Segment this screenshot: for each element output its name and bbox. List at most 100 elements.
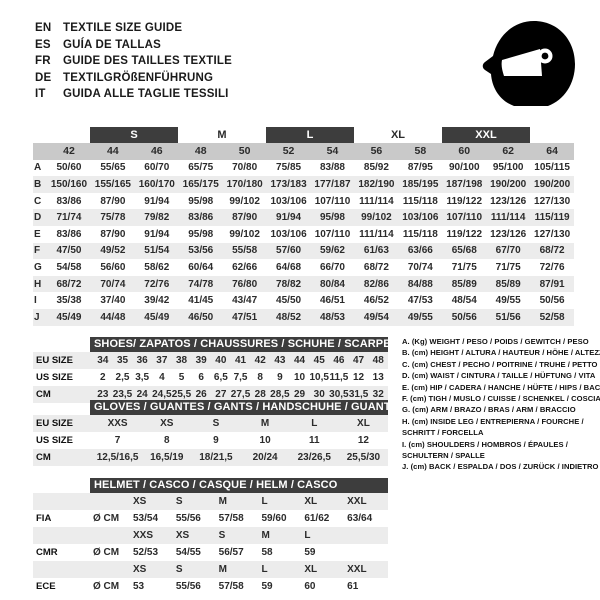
row-label: CM — [36, 452, 51, 463]
row-values: 12,5/16,5 16,5/19 18/21,5 20/24 23/26,5 25,5/… — [93, 449, 388, 466]
size-cell: 18/21,5 — [199, 452, 233, 463]
helmet-size-cell: M — [218, 564, 227, 575]
helmet-measurement-cell: 55/56 — [175, 581, 201, 592]
row-label: US SIZE — [36, 372, 73, 383]
measurement-cell: 68/72 — [539, 245, 565, 257]
helmet-measurement-cell: 59 — [304, 547, 316, 558]
size-cell: 28 — [254, 389, 266, 400]
size-cell: 6 — [198, 372, 204, 383]
measurement-cell: 103/106 — [270, 195, 307, 207]
row-values: 34 35 36 37 38 39 40 41 42 43 44 45 46 47 48 — [93, 352, 388, 369]
measurement-cell: 95/98 — [188, 228, 214, 240]
title-language-code: EN — [35, 22, 52, 34]
row-key: B — [34, 178, 42, 190]
helmet-measurement-cell: 63/64 — [347, 513, 373, 524]
numeric-size-cell: 46 — [150, 145, 163, 158]
size-cell: 29 — [293, 389, 306, 400]
measurement-cell: 51/54 — [144, 245, 170, 257]
measurement-cell: 75/85 — [276, 162, 302, 174]
row-label: EU SIZE — [36, 355, 73, 366]
measurement-cell: 170/180 — [226, 178, 263, 190]
size-cell: 27 — [215, 389, 227, 400]
title-text: GUIDA ALLE TAGLIE TESSILI — [63, 88, 229, 100]
row-key: C — [34, 195, 42, 207]
title-text: TEXTILGRÖßENFÜHRUNG — [63, 71, 214, 84]
helmet-size-cell: L — [261, 496, 268, 507]
helmet-size-cell: XXL — [347, 496, 367, 507]
legend-line: C. (cm) CHEST / PECHO / POITRINE / TRUHE… — [402, 359, 598, 369]
measurement-cell: 123/126 — [490, 195, 527, 207]
table-row: EU SIZE XXS XS S M L XL — [33, 415, 388, 432]
helmet-value-row: ECE Ø CM 53 55/56 57/58 59 60 61 — [33, 578, 388, 595]
size-band-m: M — [217, 129, 227, 141]
numeric-size-row: 42 44 46 48 50 52 54 56 58 60 62 64 — [33, 143, 574, 160]
legend-line: SCHULTERN / SPALLE — [402, 451, 485, 461]
measurement-cell: 185/195 — [402, 178, 439, 190]
measurement-cell: 95/98 — [319, 212, 345, 224]
measurement-cell: 48/53 — [319, 311, 345, 323]
measurement-cell: 80/84 — [319, 278, 345, 290]
helmet-header: HELMET / CASCO / CASQUE / HELM / CASCO — [90, 478, 388, 493]
measurement-cell: 87/90 — [100, 228, 126, 240]
measurement-cell: 61/63 — [363, 245, 389, 257]
title-text: GUÍA DE TALLAS — [63, 38, 161, 51]
size-cell: 32 — [372, 389, 384, 400]
helmet-size-row: XS S M L XL XXL — [33, 493, 388, 510]
size-cell: 9 — [213, 435, 219, 446]
size-cell: 41 — [234, 355, 247, 366]
measurement-cell: 49/54 — [363, 311, 389, 323]
measurement-cell: 182/190 — [358, 178, 395, 190]
size-cell: 34 — [97, 355, 109, 366]
measurement-cell: 54/58 — [56, 261, 82, 273]
title-language-code: ES — [35, 38, 51, 51]
numeric-size-cell: 60 — [458, 145, 471, 158]
size-cell: 38 — [175, 355, 188, 366]
measurement-cell: 60/64 — [188, 261, 214, 273]
measurement-cell: 47/53 — [407, 295, 433, 307]
table-row: US SIZE 2 2,5 3,5 4 5 6 6,5 7,5 8 9 10 10,5 11,5 12 13 — [33, 369, 388, 386]
row-key: J — [34, 311, 40, 323]
size-cell: 11,5 — [329, 372, 349, 383]
size-cell: 10 — [259, 435, 271, 446]
measurement-cell: 74/78 — [188, 278, 214, 290]
measurement-cell: 107/110 — [446, 212, 483, 224]
row-values: 7 8 9 10 11 12 — [93, 432, 388, 449]
size-band-l: L — [266, 127, 354, 143]
measurement-cell: 46/52 — [363, 295, 389, 307]
row-label: CM — [36, 389, 51, 400]
size-cell: XXS — [107, 418, 128, 429]
size-cell: 8 — [257, 372, 263, 383]
title-row-it: IT GUIDA ALLE TAGLIE TESSILI — [35, 88, 232, 105]
measurement-cell: 68/72 — [56, 278, 82, 290]
size-cell: 37 — [156, 355, 168, 366]
row-key: F — [34, 245, 41, 257]
measurement-cell: 190/200 — [534, 178, 571, 190]
measurement-cell: 66/70 — [319, 261, 345, 273]
helmet-value-row: CMR Ø CM 52/53 54/55 56/57 58 59 — [33, 544, 388, 561]
measurement-cell: 43/47 — [232, 295, 258, 307]
row-label: EU SIZE — [36, 418, 73, 429]
size-cell: 20/24 — [252, 452, 278, 463]
helmet-measurement-cell: 60 — [304, 581, 316, 592]
helmet-size-cell: XS — [133, 496, 147, 507]
size-cell: 24 — [136, 389, 148, 400]
measurement-cell: 56/60 — [100, 261, 126, 273]
measurement-cell: 79/82 — [144, 212, 170, 224]
measurement-cell: 44/48 — [100, 311, 126, 323]
row-key: I — [34, 295, 37, 307]
helmet-size-cell: XXL — [347, 564, 367, 575]
size-cell: 6,5 — [213, 372, 228, 383]
helmet-size-cell: XXS — [133, 530, 154, 541]
size-cell: 44 — [293, 355, 306, 366]
size-cell: 24,5 — [152, 389, 172, 400]
size-cell: 30 — [313, 389, 325, 400]
helmet-standard-label: FIA — [36, 513, 52, 524]
numeric-size-cell: 42 — [63, 145, 75, 158]
size-cell: 40 — [215, 355, 227, 366]
title-text: TEXTILE SIZE GUIDE — [63, 22, 183, 34]
helmet-measurement-cell: 54/55 — [175, 547, 201, 558]
size-cell: 43 — [274, 355, 286, 366]
helmet-measurement-cell: 53/54 — [133, 513, 159, 524]
row-values: 2 2,5 3,5 4 5 6 6,5 7,5 8 9 10 10,5 11,5 12 13 — [93, 369, 388, 386]
helmet-size-values: XS S M L XL XXL — [93, 493, 388, 510]
